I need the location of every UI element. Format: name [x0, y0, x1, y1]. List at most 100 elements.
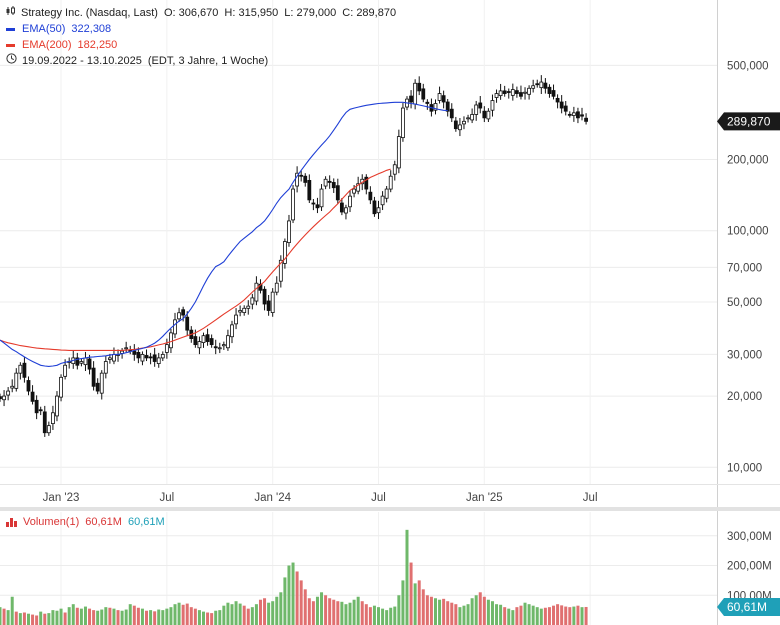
volume-bar — [140, 608, 144, 625]
candle-down — [0, 396, 2, 400]
time-tick-label: Jan '24 — [254, 492, 291, 504]
candle-up — [466, 117, 470, 120]
last-price-tag: 289,870 — [717, 112, 780, 131]
candle-up — [539, 81, 544, 89]
volume-bar — [246, 608, 250, 625]
volume-bar — [104, 607, 108, 625]
volume-bar — [181, 604, 185, 625]
volume-bar — [18, 613, 22, 625]
volume-bar — [552, 605, 556, 625]
candle-down — [506, 91, 511, 93]
candle-up — [2, 395, 6, 401]
volume-bar — [433, 598, 437, 625]
time-tick-label: Jan '23 — [43, 492, 80, 504]
volume-bar — [405, 529, 409, 625]
volume-bar — [547, 607, 551, 625]
candle-up — [527, 87, 531, 95]
volume-bar — [177, 602, 181, 625]
volume-bar — [462, 605, 466, 625]
ema50-line — [0, 101, 448, 367]
pane-separator — [0, 507, 780, 511]
candle-down — [91, 367, 96, 387]
candle-down — [209, 338, 214, 346]
volume-bar — [368, 607, 372, 625]
legend-range-row: 19.09.2022 - 13.10.2025 (EDT, 3 Jahre, 1… — [6, 53, 396, 69]
volume-bar — [466, 604, 470, 625]
candle-up — [531, 85, 536, 89]
ema200-value: 182,250 — [77, 39, 118, 51]
candle-up — [242, 307, 247, 313]
candle-down — [132, 350, 137, 355]
volume-bar — [580, 607, 584, 625]
candle-down — [299, 174, 304, 177]
legend-ema50-row[interactable]: EMA(50) 322,308 — [6, 21, 396, 37]
candle-down — [543, 82, 548, 89]
candle-up — [376, 207, 381, 214]
volume-bar — [584, 606, 588, 625]
volume-bar — [364, 604, 368, 625]
volume-icon — [6, 517, 17, 527]
volume-bar — [120, 610, 124, 625]
candle-up — [250, 297, 255, 305]
volume-legend: Volumen(1) 60,61M 60,61M — [6, 516, 165, 528]
volume-bar — [328, 598, 332, 625]
volume-bar — [543, 607, 547, 625]
volume-bar — [299, 580, 303, 625]
candle-up — [396, 136, 401, 169]
candle-up — [156, 357, 161, 364]
volume-bar — [39, 611, 43, 625]
volume-bar — [287, 565, 291, 625]
volume-bar — [344, 604, 348, 625]
volume-bar — [495, 604, 499, 625]
volume-bar — [161, 610, 165, 625]
candle-up — [392, 164, 397, 175]
candle-up — [169, 332, 173, 349]
open-value: 306,670 — [178, 7, 219, 19]
last-price-label: 289,870 — [727, 114, 771, 128]
volume-bar — [0, 607, 2, 625]
volume-bar — [556, 604, 560, 625]
last-volume-tag: 60,61M — [717, 597, 780, 616]
legend-ema200-row[interactable]: EMA(200) 182,250 — [6, 37, 396, 53]
volume-bar — [226, 602, 230, 625]
price-tick-label: 200,000 — [727, 155, 769, 167]
candle-up — [124, 347, 129, 350]
volume-bar — [527, 604, 531, 625]
volume-bar — [413, 583, 417, 625]
volume-bar — [132, 605, 136, 625]
volume-bar — [51, 610, 55, 625]
legend-instrument-row: Strategy Inc. (Nasdaq, Last) O: 306,670 … — [6, 5, 396, 21]
volume-bar — [92, 610, 96, 625]
volume-bar — [112, 608, 116, 625]
candle-down — [368, 191, 373, 201]
candle-down — [205, 334, 210, 342]
candle-down — [26, 380, 31, 392]
candle-down — [307, 179, 312, 201]
volume-bar — [315, 596, 319, 625]
volume-bar — [311, 601, 315, 625]
candle-down — [42, 411, 47, 434]
candle-down — [364, 176, 369, 190]
volume-bar — [22, 612, 26, 625]
candle-up — [230, 324, 234, 338]
candle-up — [10, 385, 15, 389]
candle-down — [555, 97, 560, 103]
volume-bar — [59, 608, 63, 625]
candle-up — [55, 395, 59, 417]
volume-bar — [96, 610, 100, 625]
ema200-line — [0, 168, 391, 351]
candle-down — [372, 200, 377, 215]
volume-bar — [263, 598, 267, 625]
open-label: O: — [163, 7, 176, 19]
candle-down — [193, 336, 198, 346]
candle-up — [234, 314, 238, 325]
candle-up — [226, 335, 230, 349]
volume-bar — [560, 605, 564, 625]
volume-bar — [535, 607, 539, 625]
volume-bar — [71, 604, 75, 625]
candle-down — [421, 88, 426, 100]
candle-up — [348, 195, 352, 208]
volume-bar — [193, 608, 197, 625]
date-range-note: (EDT, 3 Jahre, 1 Woche) — [147, 55, 269, 67]
